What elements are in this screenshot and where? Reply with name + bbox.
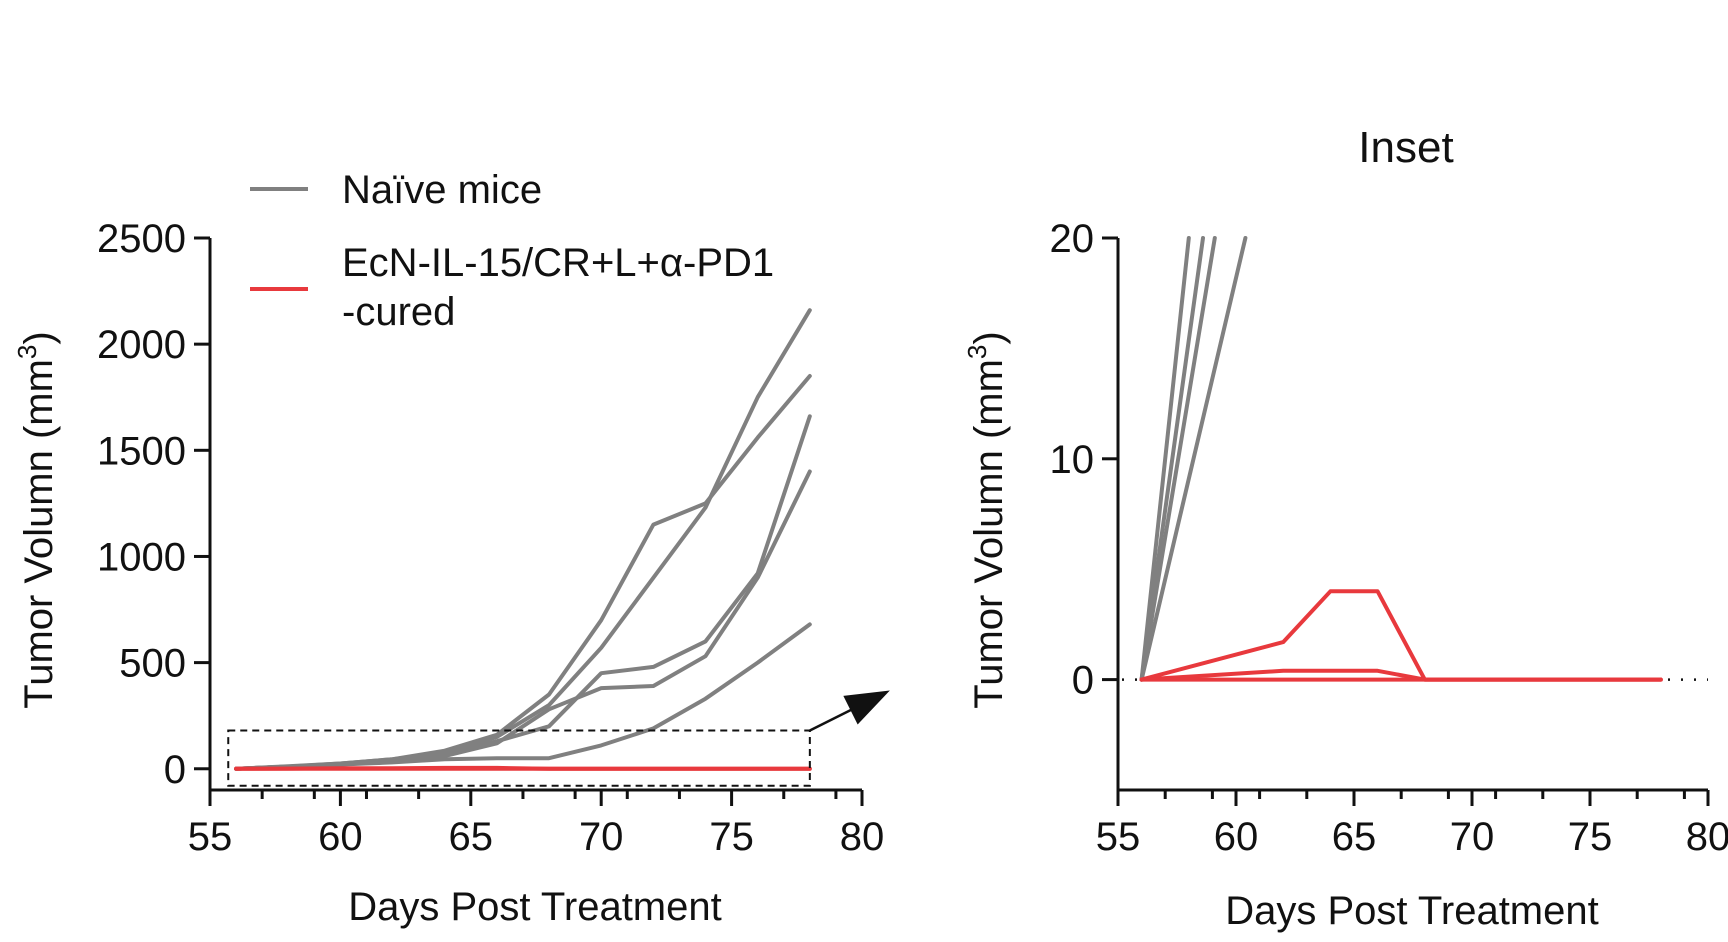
main-y-tick-label-500: 500 <box>119 642 186 686</box>
inset-x-axis-title: Days Post Treatment <box>1225 889 1598 933</box>
main-x-tick-label-65: 65 <box>449 815 494 859</box>
inset-series-group <box>1139 236 1663 682</box>
main-y-tick-label-2500: 2500 <box>97 217 186 261</box>
main-series-group <box>234 308 812 771</box>
inset-x-tick-label-55: 55 <box>1096 815 1141 859</box>
inset-title: Inset <box>1358 123 1453 172</box>
inset-x-tick-label-70: 70 <box>1450 815 1495 859</box>
main-x-axis-title: Days Post Treatment <box>348 885 721 929</box>
main-x-tick-label-80: 80 <box>840 815 885 859</box>
inset-x-tick-label-65: 65 <box>1332 815 1377 859</box>
main-x-tick-label-60: 60 <box>318 815 363 859</box>
main-y-tick-label-1500: 1500 <box>97 429 186 473</box>
inset-series-line-cured-4 <box>1139 589 1663 682</box>
inset-y-tick-label-20: 20 <box>1050 217 1095 261</box>
inset-series-line-naive-3 <box>1139 236 1248 682</box>
inset-series-line-naive-2 <box>1139 236 1217 682</box>
zoom-arrow-head <box>843 690 890 725</box>
main-y-tick-label-2000: 2000 <box>97 323 186 367</box>
inset-x-tick-label-60: 60 <box>1214 815 1259 859</box>
inset-axes: 55 60 65 70 75 80 0 10 20 <box>1050 217 1728 859</box>
main-x-tick-label-55: 55 <box>188 815 233 859</box>
inset-y-tick-label-10: 10 <box>1050 438 1095 482</box>
main-axes: 55 60 65 70 75 80 0 500 1000 1500 2000 2500 <box>97 217 884 859</box>
legend-cured-label-line2: -cured <box>342 290 455 334</box>
legend: Naïve mice EcN-IL-15/CR+L+α-PD1 -cured <box>250 168 774 334</box>
inset-y-tick-label-0: 0 <box>1072 659 1094 703</box>
main-y-tick-label-1000: 1000 <box>97 535 186 579</box>
main-chart: 55 60 65 70 75 80 0 500 1000 1500 2000 2500 Days Po… <box>12 217 890 929</box>
legend-naive-label: Naïve mice <box>342 168 542 212</box>
main-series-line-naive-4 <box>234 622 812 771</box>
main-x-tick-label-75: 75 <box>709 815 754 859</box>
inset-series-line-naive-0 <box>1139 236 1191 682</box>
inset-x-tick-label-80: 80 <box>1686 815 1728 859</box>
zoom-box <box>227 729 811 787</box>
legend-cured-label-line1: EcN-IL-15/CR+L+α-PD1 <box>342 241 774 285</box>
main-y-axis-title: Tumor Volumn (mm3) <box>12 331 61 708</box>
main-series-line-naive-0 <box>234 374 812 771</box>
inset-y-axis-title: Tumor Volumn (mm3) <box>962 331 1011 708</box>
main-y-tick-label-0: 0 <box>164 748 186 792</box>
inset-chart: Inset 55 60 65 70 75 80 0 10 20 Days Post Treatm… <box>962 123 1728 933</box>
main-series-line-naive-1 <box>234 308 812 771</box>
inset-x-tick-label-75: 75 <box>1568 815 1613 859</box>
main-x-tick-label-70: 70 <box>579 815 624 859</box>
